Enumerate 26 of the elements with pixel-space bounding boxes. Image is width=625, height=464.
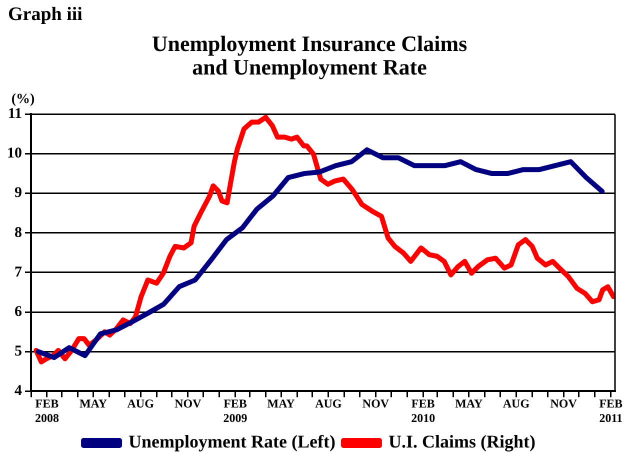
chart-title: Unemployment Insurance Claims and Unemployment Rate [152,31,468,80]
legend-label: Unemployment Rate (Left) [128,432,336,452]
x-tick-label: MAY [79,396,108,410]
x-tick-label: MAY [267,396,296,410]
y-tick-label: 10 [7,146,22,162]
x-tick-label: AUG [315,396,342,410]
y-tick-label: 8 [14,224,22,241]
y-tick-label: 11 [8,106,22,122]
x-tick-label: MAY [455,396,483,410]
y-tick-label: 4 [14,383,22,400]
x-tick-label: NOV [550,396,578,410]
x-tick-label: FEB 2010 [411,396,436,425]
x-tick-label: NOV [174,396,202,410]
y-axis-title: (%) [11,92,35,107]
y-tick-label: 6 [14,304,22,320]
y-tick-label: 5 [14,344,22,360]
x-tick-label: AUG [502,396,530,410]
x-tick-label: FEB 2008 [34,396,59,425]
x-tick-label: FEB 2009 [223,396,248,425]
y-tick-label: 7 [14,264,22,280]
y-tick-label: 9 [14,185,22,202]
x-tick-label: NOV [362,396,390,410]
x-tick-label: FEB 2011 [599,396,623,425]
legend-label: U.I. Claims (Right) [388,432,536,452]
text: Graph iii [8,4,82,26]
x-tick-label: AUG [127,396,154,410]
